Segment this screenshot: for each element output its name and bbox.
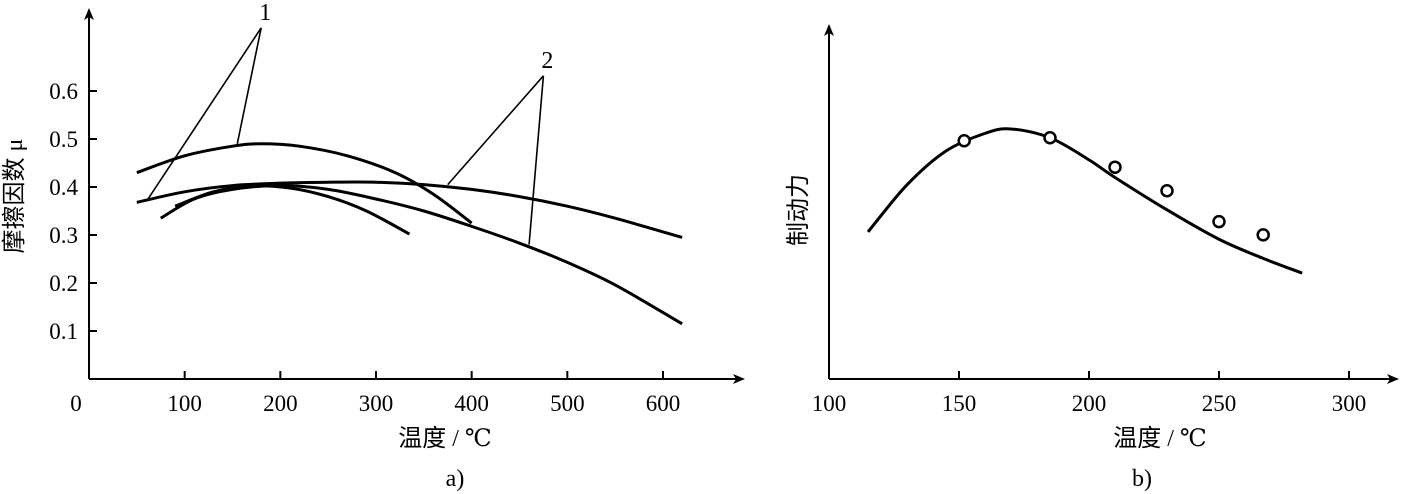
chart-b-series-line (866, 127, 1303, 275)
callout-leader-line (447, 75, 545, 186)
chart-a: 0 100 200 300 400 500 600 0.1 0.2 0.3 0.4 0.5 0.6 1 2… (1, 0, 745, 492)
chart-b: 100 150 200 250 300 温度 / ℃ 制动力 b) (785, 24, 1399, 492)
chart-a-y-tick-label: 0.1 (49, 319, 78, 344)
chart-b-x-tick-label: 150 (942, 391, 977, 416)
chart-b-x-label: 温度 / ℃ (1113, 425, 1207, 452)
chart-a-x-tick-label: 300 (359, 391, 394, 416)
chart-b-data-point (957, 133, 971, 148)
chart-b-x-tick-label: 300 (1332, 391, 1367, 416)
chart-a-series-line-1 (136, 142, 473, 225)
chart-a-panel-label: a) (446, 466, 465, 492)
chart-b-x-tick-label: 250 (1202, 391, 1237, 416)
callout-label-2: 2 (541, 48, 553, 74)
chart-a-y-label: 摩擦因数 μ (1, 139, 28, 254)
chart-a-x-tick-label: 200 (263, 391, 298, 416)
callout-label-1: 1 (259, 0, 271, 26)
chart-a-x-tick-label: 100 (167, 391, 202, 416)
chart-a-x-tick-label: 500 (550, 391, 585, 416)
chart-b-data-point (1212, 214, 1226, 229)
chart-a-y-tick-label: 0.3 (49, 223, 78, 248)
chart-b-panel-label: b) (1132, 466, 1152, 492)
callout-leader-line (528, 75, 545, 245)
callout-leader-line (145, 27, 262, 202)
chart-b-data-point (1256, 228, 1270, 242)
chart-b-y-label: 制动力 (785, 174, 812, 246)
chart-a-series-line-4 (159, 184, 683, 326)
chart-b-x-tick-label: 100 (812, 391, 847, 416)
chart-a-y-tick-label: 0.4 (49, 175, 78, 200)
chart-a-x-tick-label: 400 (454, 391, 489, 416)
chart-a-x-tick-label: 600 (646, 391, 681, 416)
chart-a-y-tick-label: 0.6 (49, 79, 78, 104)
chart-a-x-label: 温度 / ℃ (398, 425, 492, 452)
chart-b-data-point (1108, 160, 1122, 174)
chart-a-x-tick-label: 0 (70, 391, 82, 416)
chart-b-data-point (1160, 183, 1174, 198)
chart-a-series-line-3 (136, 180, 683, 239)
chart-a-y-tick-label: 0.2 (49, 271, 78, 296)
chart-a-y-tick-label: 0.5 (49, 127, 78, 152)
callout-leader-line (236, 27, 262, 144)
chart-b-data-point (1043, 131, 1057, 145)
chart-b-x-tick-label: 200 (1072, 391, 1107, 416)
